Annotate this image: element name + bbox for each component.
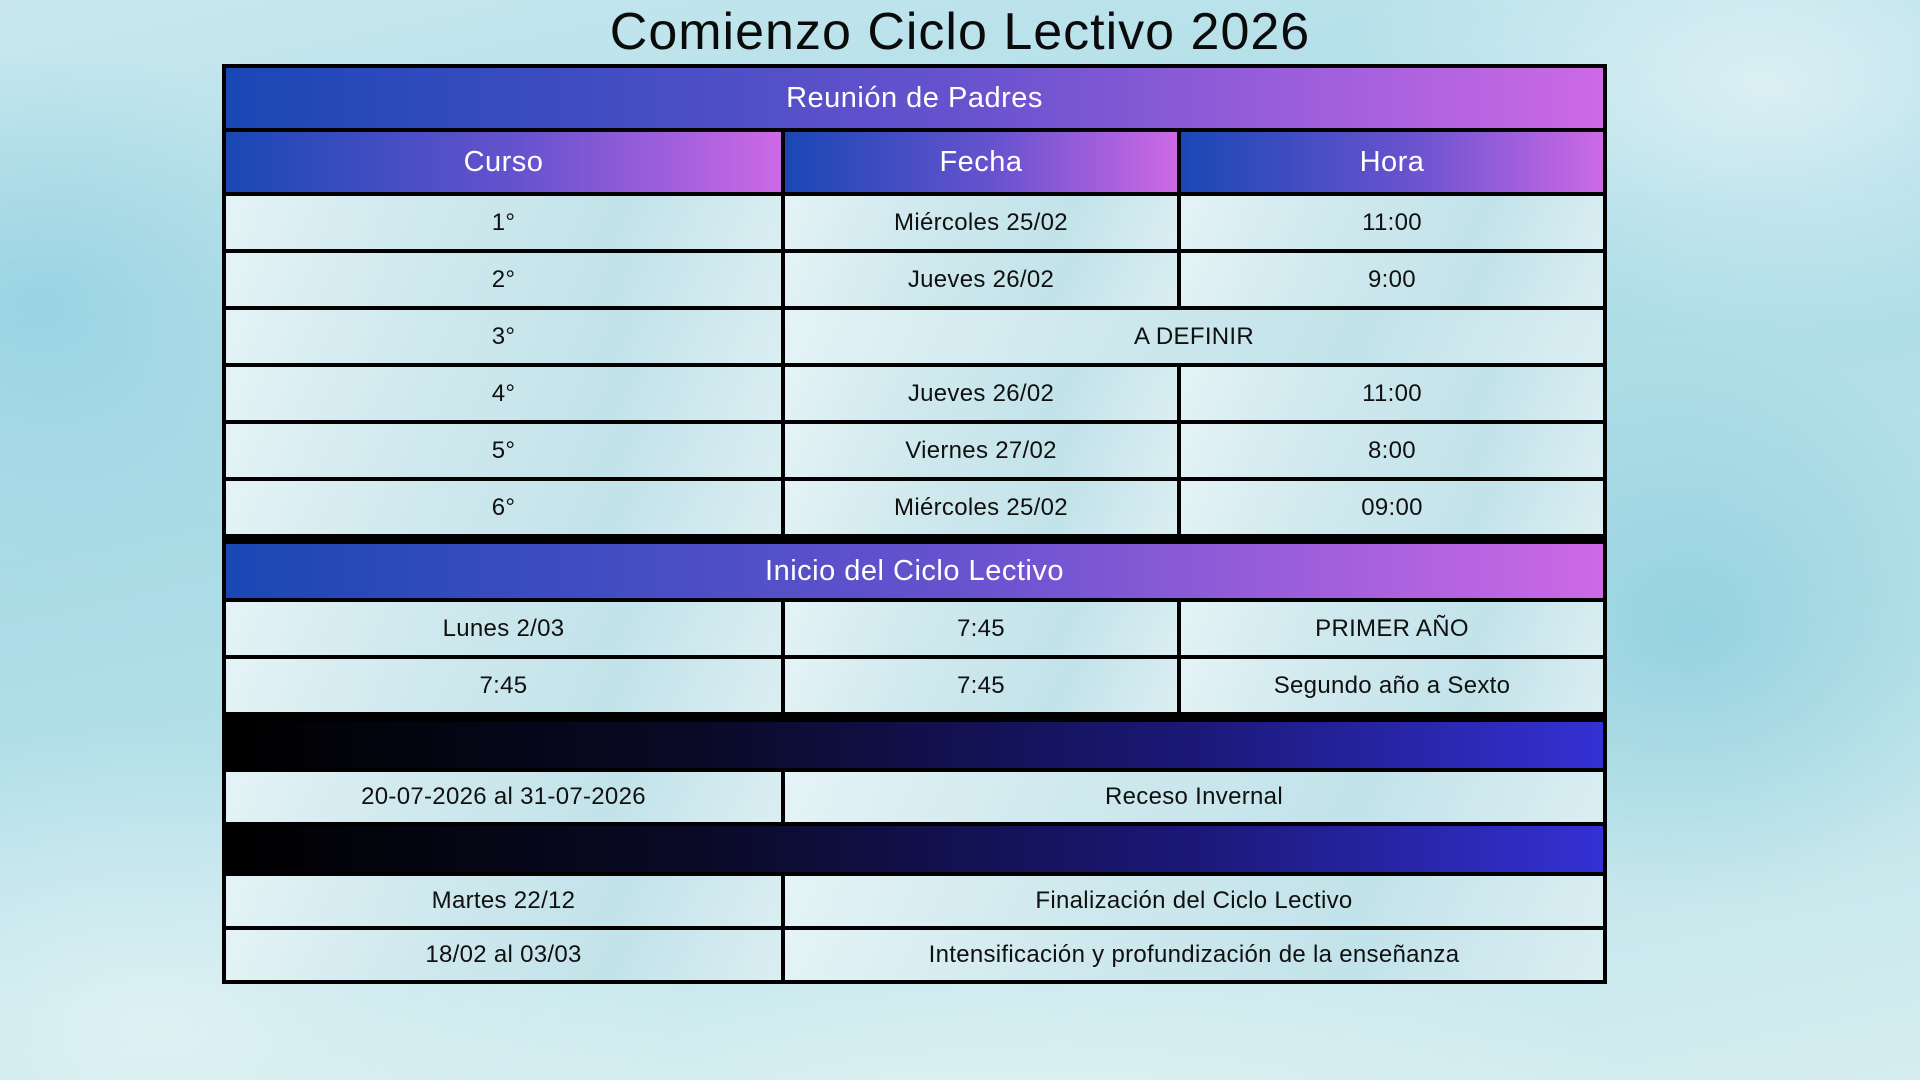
cell-hora: 8:00: [1181, 424, 1603, 477]
cell-fechas: 18/02 al 03/03: [226, 930, 781, 980]
cell-grupo: Segundo año a Sexto: [1181, 659, 1603, 712]
cell-dia: Lunes 2/03: [226, 602, 781, 655]
section-header-reunion: Reunión de Padres: [226, 68, 1603, 128]
cell-hora: 11:00: [1181, 367, 1603, 420]
column-header-curso: Curso: [226, 132, 781, 192]
page-title: Comienzo Ciclo Lectivo 2026: [609, 3, 1311, 61]
cell-curso: 3°: [226, 310, 781, 363]
cell-fecha-hora-merged: A DEFINIR: [785, 310, 1603, 363]
cell-dia: 7:45: [226, 659, 781, 712]
cell-evento: Receso Invernal: [785, 772, 1603, 822]
cell-fecha: Jueves 26/02: [785, 253, 1177, 306]
cell-curso: 5°: [226, 424, 781, 477]
cell-hora: 7:45: [785, 602, 1177, 655]
cell-fechas: 20-07-2026 al 31-07-2026: [226, 772, 781, 822]
cell-curso: 4°: [226, 367, 781, 420]
cell-evento: Finalización del Ciclo Lectivo: [785, 876, 1603, 926]
cell-fechas: Martes 22/12: [226, 876, 781, 926]
cell-curso: 6°: [226, 481, 781, 534]
section-header-inicio: Inicio del Ciclo Lectivo: [226, 544, 1603, 598]
cell-hora: 09:00: [1181, 481, 1603, 534]
column-header-fecha: Fecha: [785, 132, 1177, 192]
section-separator: [226, 716, 1603, 718]
cell-curso: 1°: [226, 196, 781, 249]
schedule-table: Reunión de Padres Curso Fecha Hora 1° Mi…: [222, 64, 1607, 984]
cell-fecha: Miércoles 25/02: [785, 481, 1177, 534]
dark-divider-row: [226, 826, 1603, 872]
cell-fecha: Viernes 27/02: [785, 424, 1177, 477]
section-separator: [226, 538, 1603, 540]
cell-hora: 7:45: [785, 659, 1177, 712]
column-header-hora: Hora: [1181, 132, 1603, 192]
cell-evento: Intensificación y profundización de la e…: [785, 930, 1603, 980]
cell-hora: 11:00: [1181, 196, 1603, 249]
cell-fecha: Miércoles 25/02: [785, 196, 1177, 249]
cell-fecha: Jueves 26/02: [785, 367, 1177, 420]
cell-hora: 9:00: [1181, 253, 1603, 306]
dark-divider-row: [226, 722, 1603, 768]
cell-curso: 2°: [226, 253, 781, 306]
cell-grupo: PRIMER AÑO: [1181, 602, 1603, 655]
